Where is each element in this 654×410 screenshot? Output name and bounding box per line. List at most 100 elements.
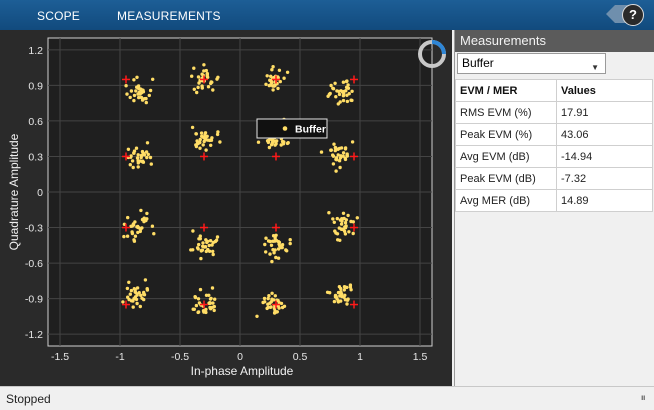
scatter-point: [270, 291, 274, 295]
y-axis-label: Quadrature Amplitude: [7, 133, 21, 250]
reference-marker: [272, 75, 280, 84]
scatter-point: [147, 93, 151, 98]
scatter-point: [334, 95, 338, 99]
scatter-point: [334, 169, 338, 173]
scatter-point: [142, 219, 146, 224]
scatter-point: [205, 72, 209, 77]
reference-marker: [122, 152, 130, 161]
scatter-point: [145, 217, 149, 221]
scatter-point: [192, 66, 196, 70]
help-icon[interactable]: ?: [622, 4, 644, 26]
scatter-point: [207, 243, 211, 248]
scatter-point: [198, 234, 202, 238]
scatter-point: [333, 229, 337, 233]
legend[interactable]: Buffer: [256, 118, 328, 139]
scatter-point: [341, 94, 346, 98]
scatter-point: [196, 85, 200, 90]
scatter-point: [339, 299, 343, 303]
scatter-point: [202, 63, 206, 67]
scatter-point: [130, 224, 134, 228]
scatter-point: [273, 236, 277, 240]
scatter-point: [207, 138, 212, 143]
scatter-point: [128, 163, 132, 167]
scatter-point: [274, 255, 278, 260]
scatter-point: [195, 139, 199, 143]
y-tick-label: -1.2: [25, 329, 43, 341]
scatter-point: [277, 68, 282, 72]
scatter-point: [213, 239, 218, 244]
scatter-point: [132, 287, 136, 291]
scatter-point: [276, 76, 280, 80]
scatter-point: [343, 232, 348, 236]
scatter-point: [198, 146, 202, 150]
scatter-point: [345, 302, 349, 306]
scatter-point: [142, 297, 146, 302]
scatter-point: [266, 239, 271, 243]
scatter-point: [138, 87, 142, 91]
table-row: Peak EVM (dB) -7.32: [455, 167, 653, 190]
scatter-point: [279, 143, 283, 147]
x-tick-label: 0: [237, 351, 243, 363]
pause-icon[interactable]: ⏸: [640, 392, 647, 404]
x-tick-label: 1.5: [413, 351, 428, 363]
scatter-point: [337, 159, 342, 163]
scatter-point: [204, 249, 208, 254]
scatter-point: [345, 152, 349, 156]
scatter-point: [255, 314, 259, 318]
scatter-point: [264, 82, 268, 86]
scatter-point: [280, 243, 285, 247]
scatter-point: [135, 156, 140, 160]
scatter-point: [338, 156, 343, 160]
metric-value: 43.06: [556, 123, 653, 146]
busy-spinner-icon: [418, 40, 446, 68]
scatter-point: [125, 234, 130, 238]
scatter-point: [256, 140, 261, 144]
scatter-point: [343, 147, 348, 151]
scatter-point: [279, 245, 283, 250]
x-tick-label: 1: [357, 351, 363, 363]
scatter-point: [273, 83, 277, 88]
scatter-point: [134, 89, 138, 93]
scatter-point: [150, 224, 155, 228]
scatter-point: [263, 242, 267, 247]
scatter-point: [205, 240, 209, 245]
y-tick-label: -0.3: [25, 223, 43, 235]
scatter-point: [282, 76, 286, 80]
scatter-point: [211, 252, 215, 257]
scatter-point: [331, 87, 336, 91]
reference-marker: [200, 75, 208, 84]
scatter-point: [131, 165, 135, 170]
scatter-point: [208, 301, 212, 305]
scatter-point: [204, 148, 208, 152]
reference-marker: [350, 223, 358, 232]
scatter-point: [132, 93, 137, 98]
metric-name: Peak EVM (%): [455, 123, 557, 146]
scatter-point: [138, 304, 142, 309]
scatter-point: [202, 69, 206, 73]
table-row: Avg EVM (dB) -14.94: [455, 145, 653, 168]
scatter-point: [200, 248, 205, 252]
scatter-point: [144, 100, 148, 105]
scatter-point: [348, 285, 353, 289]
scatter-point: [145, 155, 149, 160]
tab-scope[interactable]: SCOPE: [37, 9, 81, 23]
y-tick-label: 0.3: [28, 151, 43, 163]
channel-dropdown[interactable]: Buffer ▼: [457, 53, 606, 74]
scatter-point: [336, 102, 340, 106]
scatter-point: [136, 161, 140, 165]
scatter-point: [267, 83, 271, 88]
tab-measurements[interactable]: MEASUREMENTS: [117, 9, 221, 23]
scatter-point: [194, 132, 198, 136]
scatter-point: [201, 143, 205, 147]
scatter-point: [338, 238, 342, 242]
scatter-point: [333, 293, 338, 298]
constellation-plot[interactable]: -1.5 -1 -0.5 0 0.5 1 1.5 1.2 0.9 0.6 0.3 0 -0.3 -0.6 -…: [0, 30, 452, 386]
scatter-point: [334, 146, 338, 150]
scatter-point: [329, 83, 333, 88]
scatter-point: [145, 287, 149, 291]
scatter-point: [266, 140, 271, 145]
scatter-point: [343, 221, 348, 225]
scatter-point: [208, 305, 212, 310]
scatter-point: [213, 297, 217, 301]
x-tick-label: -0.5: [171, 351, 189, 363]
